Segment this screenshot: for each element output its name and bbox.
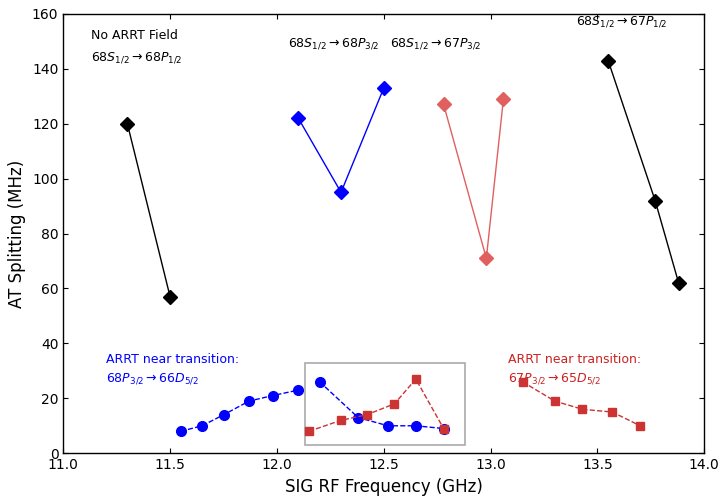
Text: No ARRT Field: No ARRT Field [91,29,178,42]
Bar [305,362,465,445]
Text: $67P_{3/2} \rightarrow 65D_{5/2}$: $67P_{3/2} \rightarrow 65D_{5/2}$ [507,372,601,387]
Text: $68S_{1/2} \rightarrow 67P_{3/2}$: $68S_{1/2} \rightarrow 67P_{3/2}$ [390,37,482,51]
Text: $68P_{3/2} \rightarrow 66D_{5/2}$: $68P_{3/2} \rightarrow 66D_{5/2}$ [106,372,199,387]
Text: $68S_{1/2} \rightarrow 67P_{1/2}$: $68S_{1/2} \rightarrow 67P_{1/2}$ [576,15,668,29]
Text: ARRT near transition:: ARRT near transition: [507,353,641,366]
X-axis label: SIG RF Frequency (GHz): SIG RF Frequency (GHz) [285,478,483,495]
Text: $68S_{1/2} \rightarrow 68P_{3/2}$: $68S_{1/2} \rightarrow 68P_{3/2}$ [288,37,379,51]
Y-axis label: AT Splitting (MHz): AT Splitting (MHz) [8,159,26,307]
Text: ARRT near transition:: ARRT near transition: [106,353,239,366]
Text: $68S_{1/2} \rightarrow 68P_{1/2}$: $68S_{1/2} \rightarrow 68P_{1/2}$ [91,50,183,65]
